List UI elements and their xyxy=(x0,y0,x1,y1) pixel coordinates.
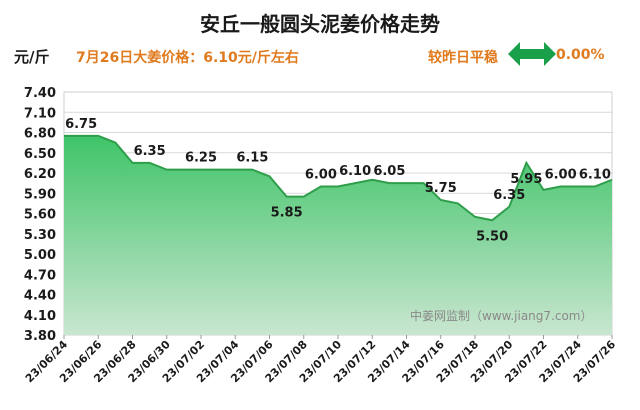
y-tick-label: 5.00 xyxy=(24,248,56,263)
data-label: 5.85 xyxy=(271,206,303,221)
y-tick-label: 6.50 xyxy=(24,147,56,162)
y-tick-label: 4.10 xyxy=(24,309,56,324)
data-label: 6.15 xyxy=(236,151,268,166)
y-tick-label: 4.40 xyxy=(24,289,56,304)
price-line xyxy=(64,134,613,222)
y-tick-label: 4.70 xyxy=(24,268,56,283)
double-arrow-icon xyxy=(508,42,556,66)
y-tick-label: 6.80 xyxy=(24,127,56,142)
y-tick-label: 5.30 xyxy=(24,228,56,243)
price-area xyxy=(64,135,612,335)
data-label: 5.75 xyxy=(425,181,457,196)
data-label: 6.10 xyxy=(579,168,611,183)
data-label: 5.50 xyxy=(476,229,508,244)
data-label: 6.35 xyxy=(134,144,166,159)
data-label: 6.75 xyxy=(65,117,97,132)
data-label: 6.00 xyxy=(545,168,577,183)
unit-label: 元/斤 xyxy=(14,48,50,66)
data-label: 6.05 xyxy=(373,164,405,179)
page-title: 安丘一般圆头泥姜价格走势 xyxy=(200,12,440,36)
y-tick-label: 7.10 xyxy=(24,106,56,121)
y-tick-label: 5.60 xyxy=(24,208,56,223)
y-tick-label: 3.80 xyxy=(24,329,56,344)
data-label: 6.10 xyxy=(339,164,371,179)
y-tick-label: 5.90 xyxy=(24,187,56,202)
trend-label: 较昨日平稳 xyxy=(428,50,498,66)
change-percent: 0.00% xyxy=(556,47,605,63)
watermark: 中姜网监制（www.jiang7.com） xyxy=(410,308,592,323)
price-summary: 7月26日大姜价格：6.10元/斤左右 xyxy=(76,50,299,66)
data-label: 6.00 xyxy=(305,168,337,183)
y-tick-label: 6.20 xyxy=(24,167,56,182)
y-tick-label: 7.40 xyxy=(24,86,56,101)
data-label: 6.25 xyxy=(185,151,217,166)
data-label: 5.95 xyxy=(510,172,542,187)
data-label: 6.35 xyxy=(493,188,525,203)
